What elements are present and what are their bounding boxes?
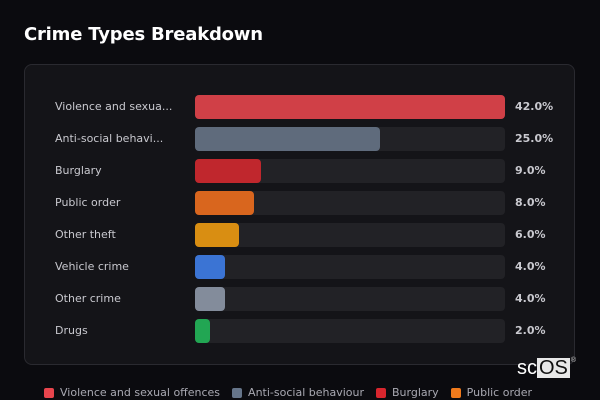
legend-label: Public order — [466, 386, 533, 399]
bar-row[interactable]: Other crime 4.0% — [25, 287, 574, 311]
bar-value: 4.0% — [515, 260, 546, 273]
logo-prefix: sc — [517, 357, 537, 379]
bar-track — [195, 127, 505, 151]
bar-row[interactable]: Other theft 6.0% — [25, 223, 574, 247]
bar-label: Violence and sexua... — [55, 100, 173, 113]
logo-suffix: OS — [537, 357, 570, 379]
bar-value: 9.0% — [515, 164, 546, 177]
registered-mark: ® — [570, 357, 577, 364]
bar-fill[interactable] — [195, 159, 262, 183]
bar-label: Other theft — [55, 228, 116, 241]
bar-row[interactable]: Anti-social behavi... 25.0% — [25, 127, 574, 151]
bar-fill[interactable] — [195, 223, 240, 247]
bar-value: 8.0% — [515, 196, 546, 209]
page-title: Crime Types Breakdown — [24, 24, 263, 45]
bar-label: Vehicle crime — [55, 260, 129, 273]
bar-track — [195, 95, 505, 119]
bar-row[interactable]: Burglary 9.0% — [25, 159, 574, 183]
bar-row[interactable]: Vehicle crime 4.0% — [25, 255, 574, 279]
bar-track — [195, 191, 505, 215]
legend-label: Violence and sexual offences — [60, 386, 221, 399]
legend-item[interactable]: Burglary — [376, 386, 439, 399]
legend-swatch-icon — [44, 387, 54, 398]
bar-row[interactable]: Public order 8.0% — [25, 191, 574, 215]
legend-swatch-icon — [232, 387, 243, 398]
legend-label: Anti-social behaviour — [248, 386, 364, 399]
bar-label: Drugs — [55, 324, 88, 337]
scos-logo: sc OS ® — [517, 357, 576, 380]
bar-fill[interactable] — [195, 127, 380, 151]
bar-label: Burglary — [55, 164, 102, 177]
bar-value: 4.0% — [515, 292, 546, 305]
bar-track — [195, 223, 505, 247]
chart-legend: Violence and sexual offences Anti-social … — [44, 386, 532, 399]
legend-swatch-icon — [376, 387, 386, 398]
bar-label: Public order — [55, 196, 121, 209]
bar-track — [195, 255, 505, 279]
legend-label: Burglary — [392, 386, 439, 399]
bar-value: 42.0% — [515, 100, 554, 113]
legend-item[interactable]: Anti-social behaviour — [232, 386, 364, 399]
legend-swatch-icon — [450, 387, 461, 398]
bar-label: Anti-social behavi... — [55, 132, 164, 145]
bar-label: Other crime — [55, 292, 121, 305]
bar-fill[interactable] — [195, 255, 225, 279]
bar-value: 6.0% — [515, 228, 546, 241]
bar-fill[interactable] — [195, 319, 210, 343]
bar-fill[interactable] — [195, 287, 225, 311]
chart-panel: Violence and sexua... 42.0% Anti-social be… — [24, 64, 575, 365]
bar-value: 2.0% — [515, 324, 546, 337]
bar-track — [195, 287, 505, 311]
bar-value: 25.0% — [515, 132, 554, 145]
bar-row[interactable]: Drugs 2.0% — [25, 319, 574, 343]
legend-item[interactable]: Public order — [450, 386, 533, 399]
legend-item[interactable]: Violence and sexual offences — [44, 386, 220, 399]
bar-track — [195, 319, 505, 343]
bar-fill[interactable] — [195, 191, 254, 215]
bar-row[interactable]: Violence and sexua... 42.0% — [25, 95, 574, 119]
bar-fill[interactable] — [195, 95, 505, 119]
bar-track — [195, 159, 505, 183]
